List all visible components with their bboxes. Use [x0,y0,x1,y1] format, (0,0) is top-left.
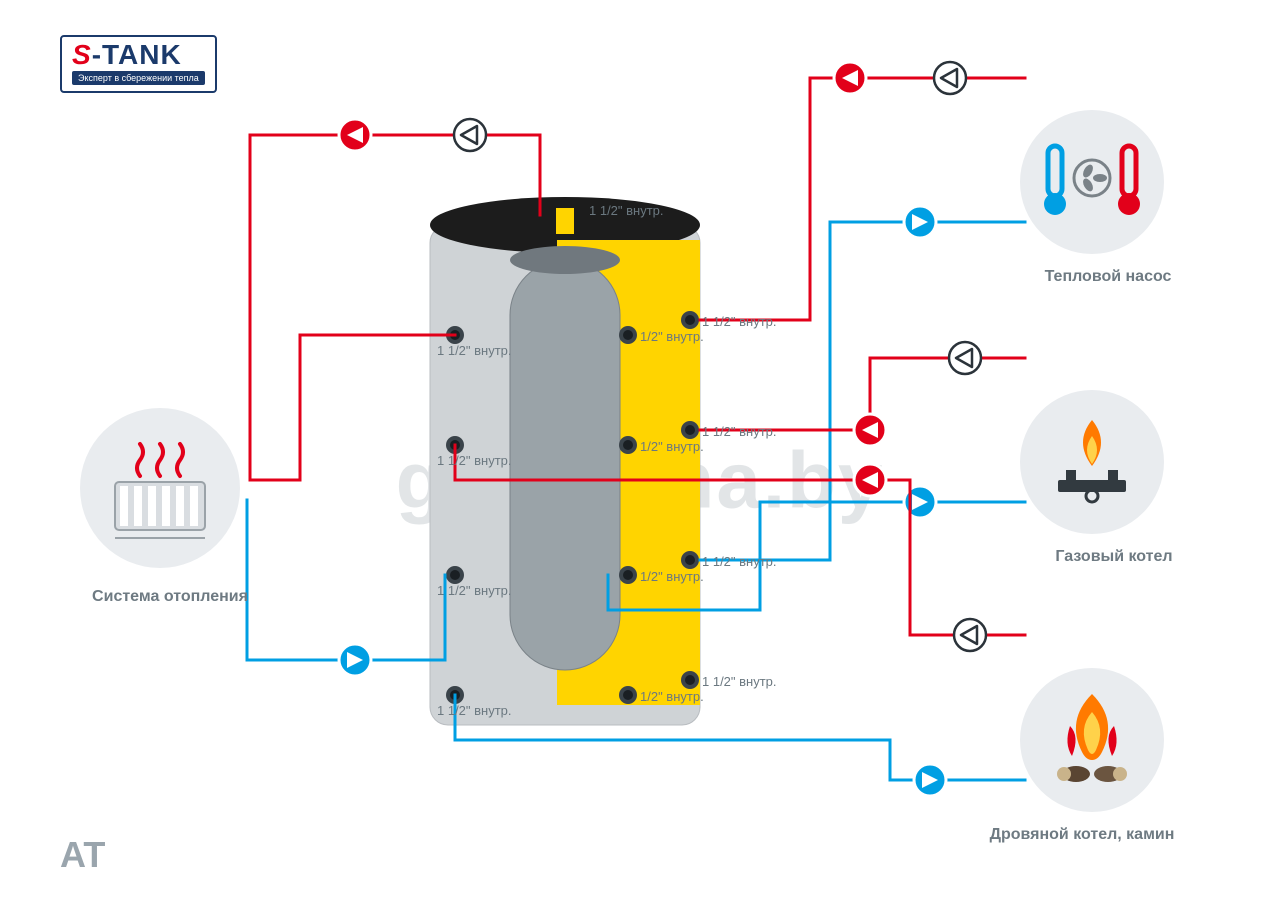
caption-gasboiler: Газовый котел [1014,548,1214,566]
device-gasboiler [1020,390,1164,534]
device-heating [80,408,240,568]
port-label: 1/2" внутр. [640,329,704,344]
port-label: 1 1/2" внутр. [437,453,512,468]
device-heatpump [1020,110,1164,254]
port-label: 1 1/2" внутр. [437,703,512,718]
caption-heatpump: Тепловой насос [1008,268,1208,286]
port-label: 1 1/2" внутр. [589,203,664,218]
port-label: 1 1/2" внутр. [702,554,777,569]
port-label: 1/2" внутр. [640,569,704,584]
port-label: 1 1/2" внутр. [437,583,512,598]
port-label: 1/2" внутр. [640,689,704,704]
port-label: 1/2" внутр. [640,439,704,454]
caption-heating: Система отопления [70,588,270,606]
device-woodboiler [1020,668,1164,812]
port-label: 1 1/2" внутр. [702,314,777,329]
caption-woodboiler: Дровяной котел, камин [982,826,1182,844]
port-label: 1 1/2" внутр. [702,424,777,439]
port-label: 1 1/2" внутр. [437,343,512,358]
port-label: 1 1/2" внутр. [702,674,777,689]
